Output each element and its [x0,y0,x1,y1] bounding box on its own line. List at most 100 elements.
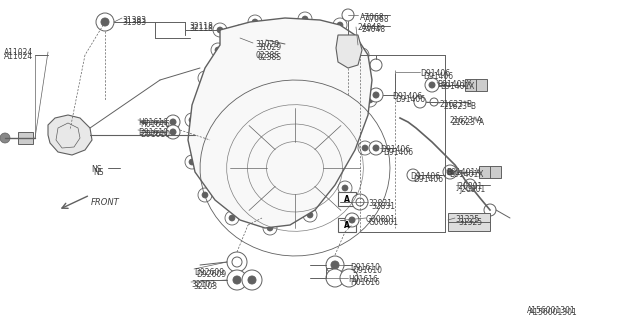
Text: 32118: 32118 [189,24,213,33]
Text: D91610: D91610 [138,128,168,137]
Text: B91401X: B91401X [437,80,472,89]
Circle shape [333,18,347,32]
Text: FRONT: FRONT [91,198,120,207]
Circle shape [267,225,273,231]
Text: A: A [344,195,350,204]
Text: D91406: D91406 [395,95,425,104]
Circle shape [248,47,258,57]
Text: D91406: D91406 [420,69,450,78]
Polygon shape [48,115,92,155]
Circle shape [359,52,365,58]
Circle shape [232,257,242,267]
Circle shape [246,25,260,39]
Circle shape [337,22,343,28]
Text: 31383: 31383 [122,16,146,25]
Text: 31325: 31325 [455,215,479,224]
Circle shape [233,276,241,284]
Circle shape [363,93,377,107]
Bar [338,192,356,206]
Text: D91406: D91406 [383,148,413,157]
Text: 31029: 31029 [255,40,279,49]
Text: J20801: J20801 [456,182,483,191]
Circle shape [227,270,247,290]
Circle shape [248,276,256,284]
Text: D91610: D91610 [140,130,170,139]
Text: D91406: D91406 [392,92,422,101]
Circle shape [407,169,419,181]
Circle shape [198,188,212,202]
Circle shape [362,145,368,151]
Text: A: A [344,220,350,229]
Circle shape [198,71,212,85]
Text: 31029: 31029 [257,43,281,52]
Text: 32831: 32831 [368,199,392,208]
Circle shape [302,16,308,22]
Text: 31325: 31325 [458,218,482,227]
Circle shape [429,82,435,88]
Circle shape [484,204,496,216]
Circle shape [248,15,262,29]
Circle shape [356,198,364,206]
Circle shape [430,98,438,106]
Text: J20801: J20801 [459,185,485,194]
Text: G00801: G00801 [366,215,396,224]
Circle shape [170,119,176,125]
Circle shape [326,269,344,287]
Circle shape [298,12,312,26]
Circle shape [170,129,176,135]
Text: D92609: D92609 [196,270,226,279]
Circle shape [213,23,227,37]
Circle shape [355,48,369,62]
Circle shape [202,75,208,81]
Text: 32831: 32831 [371,202,395,211]
Circle shape [185,113,199,127]
Text: B91401X: B91401X [449,170,483,179]
Circle shape [166,125,180,139]
Bar [338,218,356,232]
Circle shape [340,269,358,287]
Circle shape [263,221,277,235]
Text: A7068: A7068 [365,15,390,24]
Text: 21623*B: 21623*B [443,102,476,111]
Circle shape [373,145,379,151]
Bar [18,132,33,144]
Text: 21623*B: 21623*B [440,100,473,109]
Text: A156001301: A156001301 [527,306,576,315]
Circle shape [464,179,476,191]
Text: D91610: D91610 [350,263,380,272]
Circle shape [373,92,379,98]
Circle shape [331,261,339,269]
Text: 31383: 31383 [122,18,146,27]
Text: H01616: H01616 [350,278,380,287]
Circle shape [443,165,457,179]
Text: NS: NS [91,165,102,174]
Bar [479,166,501,178]
Text: A7068: A7068 [360,13,385,22]
Circle shape [0,133,10,143]
Text: NS: NS [93,168,104,177]
Polygon shape [336,35,362,68]
Bar [465,79,487,91]
Circle shape [217,27,223,33]
Circle shape [225,211,239,225]
Circle shape [447,169,453,175]
Text: B91401X: B91401X [446,168,481,177]
Polygon shape [188,18,372,228]
Circle shape [338,181,352,195]
Text: B91401X: B91401X [440,82,474,91]
Circle shape [211,43,225,57]
Circle shape [345,213,359,227]
Circle shape [166,115,180,129]
Circle shape [250,29,256,35]
Text: H01616: H01616 [140,120,170,129]
Circle shape [96,13,114,31]
Circle shape [342,9,354,21]
Text: D91406: D91406 [413,175,443,184]
Circle shape [307,212,313,218]
Text: 21623*A: 21623*A [452,118,485,127]
Text: 32103: 32103 [191,280,215,289]
Text: 24048: 24048 [357,23,381,32]
Circle shape [349,217,355,223]
Text: H01616: H01616 [348,275,378,284]
Circle shape [242,270,262,290]
